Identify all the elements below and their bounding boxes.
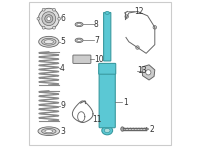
Ellipse shape bbox=[42, 128, 56, 134]
Circle shape bbox=[146, 70, 151, 75]
Circle shape bbox=[53, 8, 55, 11]
Circle shape bbox=[53, 26, 55, 29]
Polygon shape bbox=[142, 65, 155, 80]
Ellipse shape bbox=[42, 38, 56, 45]
Text: 8: 8 bbox=[94, 20, 99, 29]
Text: 6: 6 bbox=[60, 14, 65, 23]
FancyBboxPatch shape bbox=[99, 63, 116, 74]
Circle shape bbox=[37, 17, 40, 20]
Circle shape bbox=[153, 26, 157, 29]
Ellipse shape bbox=[75, 22, 83, 27]
Ellipse shape bbox=[75, 38, 83, 42]
Circle shape bbox=[125, 15, 128, 18]
FancyBboxPatch shape bbox=[99, 70, 115, 128]
Polygon shape bbox=[146, 127, 149, 131]
Ellipse shape bbox=[102, 126, 113, 135]
Circle shape bbox=[42, 8, 45, 11]
Text: 10: 10 bbox=[94, 55, 104, 64]
Text: 1: 1 bbox=[123, 98, 128, 107]
Ellipse shape bbox=[77, 23, 81, 26]
Ellipse shape bbox=[45, 130, 53, 133]
Text: 2: 2 bbox=[149, 125, 154, 133]
Ellipse shape bbox=[44, 40, 53, 44]
Text: 9: 9 bbox=[60, 101, 65, 110]
Text: 3: 3 bbox=[60, 127, 65, 136]
Circle shape bbox=[38, 8, 59, 29]
Circle shape bbox=[42, 12, 56, 26]
Circle shape bbox=[136, 46, 139, 49]
Ellipse shape bbox=[39, 36, 59, 47]
Ellipse shape bbox=[38, 127, 60, 136]
Text: 5: 5 bbox=[60, 37, 65, 46]
Circle shape bbox=[42, 26, 45, 29]
Ellipse shape bbox=[77, 39, 81, 41]
Ellipse shape bbox=[104, 128, 110, 133]
Text: 13: 13 bbox=[137, 66, 147, 75]
FancyBboxPatch shape bbox=[104, 12, 111, 61]
Text: 4: 4 bbox=[60, 64, 65, 73]
Circle shape bbox=[45, 15, 53, 23]
Text: 11: 11 bbox=[93, 115, 102, 124]
Text: 7: 7 bbox=[94, 36, 99, 45]
Ellipse shape bbox=[105, 11, 109, 14]
Circle shape bbox=[58, 17, 61, 20]
Circle shape bbox=[47, 17, 51, 21]
Text: 12: 12 bbox=[134, 7, 144, 16]
Ellipse shape bbox=[121, 127, 124, 131]
FancyBboxPatch shape bbox=[73, 55, 91, 63]
